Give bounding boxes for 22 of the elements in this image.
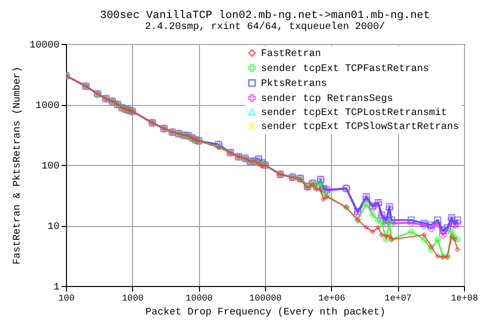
legend-label: sender tcp RetransSegs — [261, 93, 394, 105]
x-tick-label: 100000 — [249, 294, 282, 304]
legend-label: PktsRetrans — [261, 78, 328, 90]
x-tick-label: 1e+06 — [318, 294, 346, 304]
legend-label: FastRetran — [261, 49, 322, 60]
legend-label: sender tcpExt TCPSlowStartRetrans — [261, 121, 460, 133]
legend-label: sender tcpExt TCPFastRetrans — [261, 63, 430, 75]
x-tick-label: 1e+08 — [450, 294, 478, 304]
x-tick-label: 1e+07 — [384, 294, 412, 304]
chart-subtitle: 2.4.20smp, rxint 64/64, txqueuelen 2000/ — [144, 21, 386, 33]
legend-label: sender tcpExt TCPLostRetransmit — [261, 107, 448, 119]
x-tick-label: 100 — [58, 294, 75, 304]
y-tick-label: 10 — [47, 222, 60, 233]
y-axis-title: FastRetran & PktsRetrans (Number) — [11, 66, 24, 265]
x-tick-label: 10000 — [186, 294, 213, 304]
y-tick-label: 1000 — [35, 101, 60, 112]
chart-title: 300sec VanillaTCP lon02.mb-ng.net->man01.mb-ng.net — [100, 10, 430, 22]
y-tick-label: 100 — [41, 162, 60, 172]
y-tick-label: 10000 — [29, 40, 60, 52]
y-tick-label: 1 — [53, 282, 60, 294]
x-axis-title: Packet Drop Frequency (Every nth packet) — [145, 306, 386, 318]
x-tick-label: 1000 — [122, 294, 144, 304]
